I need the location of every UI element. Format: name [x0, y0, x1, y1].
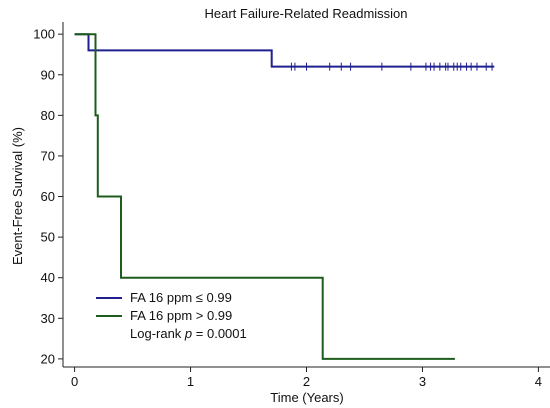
x-tick-label: 4 — [535, 374, 542, 389]
x-tick-label: 0 — [71, 374, 78, 389]
x-tick-label: 1 — [187, 374, 194, 389]
km-curve-series-2 — [74, 33, 455, 360]
y-tick-label: 70 — [41, 148, 55, 163]
y-tick-label: 100 — [33, 27, 55, 42]
x-tick-label: 3 — [419, 374, 426, 389]
log-rank-prefix: Log-rank — [130, 326, 185, 341]
legend-label-series-2: FA 16 ppm > 0.99 — [130, 308, 232, 323]
chart-title: Heart Failure-Related Readmission — [204, 6, 407, 21]
y-tick-label: 30 — [41, 311, 55, 326]
y-tick-label: 50 — [41, 230, 55, 245]
log-rank-value: = 0.0001 — [192, 326, 247, 341]
y-tick-label: 80 — [41, 108, 55, 123]
series-layer — [74, 33, 495, 360]
x-axis-title: Time (Years) — [270, 390, 343, 405]
y-tick-label: 90 — [41, 67, 55, 82]
y-axis-ticks: 20 30 40 50 60 70 80 90 100 — [33, 27, 63, 366]
log-rank-annotation: Log-rank p = 0.0001 — [130, 326, 247, 341]
y-tick-label: 60 — [41, 189, 55, 204]
y-axis-title: Event-Free Survival (%) — [10, 127, 25, 265]
y-tick-label: 20 — [41, 351, 55, 366]
x-tick-label: 2 — [303, 374, 310, 389]
km-curve-series-1 — [74, 33, 495, 68]
legend: FA 16 ppm ≤ 0.99 FA 16 ppm > 0.99 Log-ra… — [96, 290, 247, 341]
log-rank-p: p — [184, 326, 192, 341]
legend-label-series-1: FA 16 ppm ≤ 0.99 — [130, 290, 232, 305]
x-axis-ticks: 0 1 2 3 4 — [71, 367, 542, 389]
y-tick-label: 40 — [41, 270, 55, 285]
